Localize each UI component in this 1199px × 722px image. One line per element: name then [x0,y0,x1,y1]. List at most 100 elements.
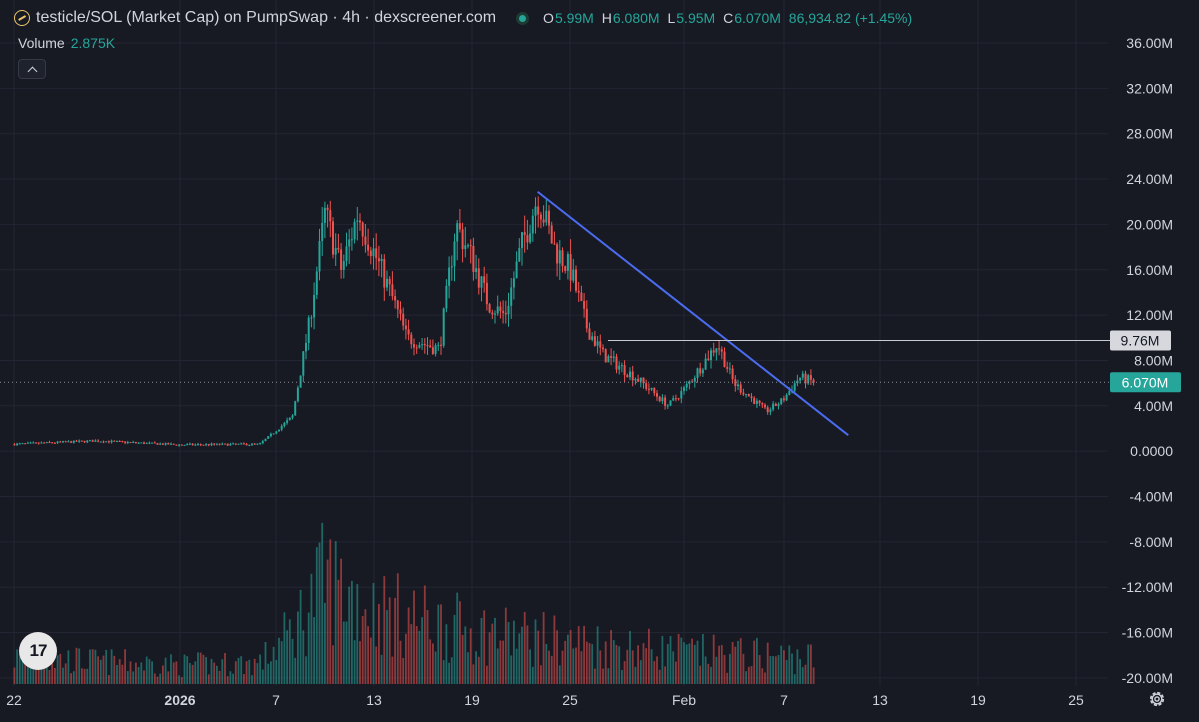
candle-body [202,444,205,446]
volume-bar [812,667,815,684]
volume-bar [550,655,553,684]
symbol-title[interactable]: testicle/SOL (Market Cap) on PumpSwap · … [36,9,497,26]
candle-body [280,426,283,430]
volume-bar [297,611,299,684]
volume-bar [13,667,16,684]
candle-body [434,345,437,354]
x-tick-label: 19 [464,692,480,708]
volume-bar [750,666,753,684]
volume-bar [504,607,507,684]
volume-bar [210,658,213,684]
volume-bar [429,639,432,684]
volume-bar [334,541,337,684]
volume-bar [653,661,656,684]
volume-bar [356,584,359,684]
tradingview-logo-icon[interactable]: 17 [19,632,57,670]
candle-body [232,443,235,445]
price-axis[interactable]: 36.00M 32.00M 28.00M 24.00M 20.00M 16.00M 12.0… [1122,35,1174,686]
candle-body [477,268,480,288]
volume-bar [291,638,294,684]
volume-bar [288,619,291,684]
volume-bar [213,662,216,684]
volume-bar [359,641,361,684]
candle-body [407,329,410,335]
candle-body [310,317,313,319]
volume-bar [189,663,191,684]
volume-bar [162,665,164,684]
settings-gear-icon[interactable] [1148,690,1166,708]
volume-bar [688,643,691,684]
volume-bar [72,671,75,684]
volume-bar [704,656,707,684]
volume-bar [54,667,56,684]
candle-body [726,367,729,369]
volume-bar [761,668,764,684]
volume-label: Volume [18,35,65,51]
candle-body [564,266,567,271]
candle-body [67,441,70,443]
volume-bar [731,641,734,684]
candle-body [461,229,464,250]
collapse-legend-button[interactable] [18,59,46,79]
candle-body [116,440,118,442]
volume-bar [140,662,143,684]
volume-bar [172,662,175,684]
y-tick-label: 4.00M [1134,398,1173,414]
volume-bar [86,668,89,684]
candle-body [696,368,699,378]
grid-lines [0,0,1108,686]
candle-body [396,300,399,310]
candle-body [612,356,615,358]
candle-body [64,441,67,443]
volume-bar [367,626,369,684]
volume-bar [491,623,494,684]
volume-bar [253,658,256,684]
volume-bar [531,666,534,684]
volume-bar [801,667,804,684]
candle-body [35,442,37,444]
candle-body [488,304,491,313]
volume-bar [642,643,645,684]
candle-body [521,232,523,249]
volume-bar [432,643,434,684]
volume-bar [294,657,297,684]
candle-body [710,350,712,361]
candle-body [323,207,326,223]
volume-bar [459,601,461,684]
candle-body [375,248,378,259]
current-price-label: 6.070M [1122,374,1169,390]
drawing-overlays: 9.76M 6.070M [0,190,1181,436]
candle-body [483,276,486,283]
time-axis[interactable]: 22 2026 7 13 19 25 Feb 7 13 19 25 [6,692,1084,708]
candle-body [288,417,291,421]
volume-bar [345,621,348,684]
candle-body [70,441,73,443]
volume-bar [183,654,186,684]
candle-body [40,442,43,444]
volume-bar [83,668,86,684]
volume-bar [178,675,180,684]
volume-bar [116,665,118,684]
candle-body [221,443,224,445]
volume-bar [488,632,491,684]
candle-body [278,429,280,432]
volume-bar [561,650,564,684]
candle-body [599,341,602,348]
x-tick-label: 2026 [164,692,195,708]
volume-bar [810,644,812,684]
volume-bar [64,663,67,684]
y-tick-label: 24.00M [1126,171,1173,187]
open-label: O [543,10,554,26]
volume-bar [739,638,742,684]
volume-bar [59,653,62,684]
volume-bar [742,653,745,684]
y-tick-label: 20.00M [1126,216,1173,232]
candle-body [394,296,397,301]
candle-body [321,222,324,242]
volume-bar [175,661,178,684]
volume-bar [693,644,696,684]
candle-body [645,383,648,389]
volume-bars [13,522,815,684]
volume-bar [486,665,488,684]
